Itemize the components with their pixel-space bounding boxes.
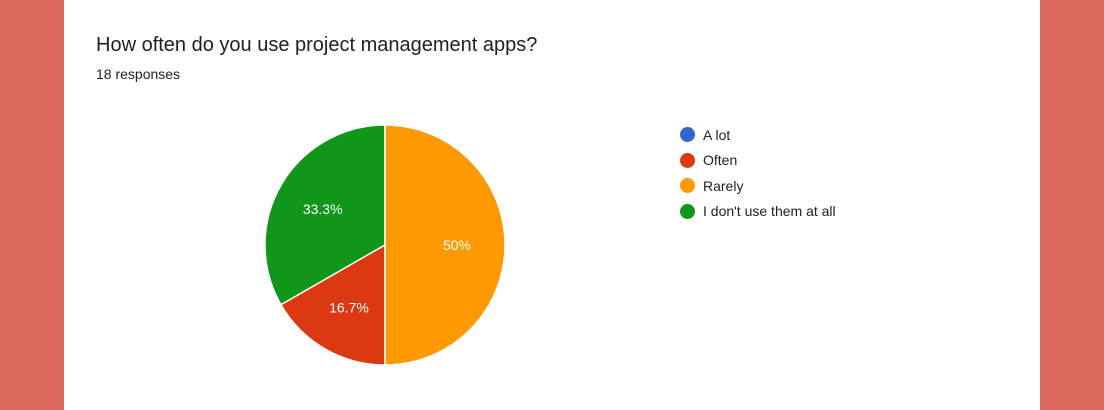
chart-legend: A lot Often Rarely I don't use them at all (680, 122, 836, 224)
legend-swatch (680, 203, 695, 219)
pie-slice-2 (384, 124, 506, 366)
question-title: How often do you use project management … (96, 34, 538, 56)
pie-slice-0 (264, 124, 386, 306)
legend-label: I don't use them at all (703, 203, 836, 220)
question-card: How often do you use project management … (64, 0, 1040, 410)
legend-swatch (680, 178, 695, 194)
legend-swatch (680, 152, 695, 168)
pie-slice-label-1: 16.7% (329, 299, 369, 315)
legend-label: A lot (703, 126, 731, 143)
response-count: 18 responses (96, 66, 181, 82)
pie-chart: 33.3% 16.7% 50% (264, 124, 506, 366)
legend-label: Rarely (703, 177, 744, 194)
legend-item-0: A lot (680, 122, 836, 148)
legend-swatch (680, 127, 695, 143)
legend-item-2: Rarely (680, 173, 836, 199)
legend-label: Often (703, 152, 738, 169)
pie-slice-label-2: 50% (443, 237, 471, 253)
pie-slice-label-0: 33.3% (303, 201, 343, 217)
pie-slice-1 (279, 243, 386, 366)
legend-item-3: I don't use them at all (680, 199, 836, 225)
legend-item-1: Often (680, 148, 836, 174)
